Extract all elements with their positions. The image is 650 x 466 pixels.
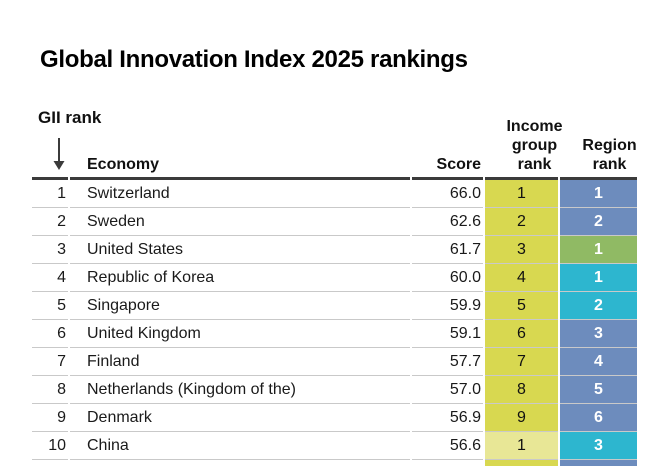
income-group-rank-cell: 1 xyxy=(485,432,558,460)
region-rank-cell: 1 xyxy=(560,264,637,292)
income-group-rank-cell: 3 xyxy=(485,236,558,264)
table-row: 6 United Kingdom 59.1 6 3 xyxy=(32,320,637,348)
region-rank-cell: 4 xyxy=(560,348,637,376)
income-group-rank-header: Income group rank xyxy=(506,118,563,173)
economy-header: Economy xyxy=(70,100,410,180)
region-rank-header: Region rank xyxy=(582,137,637,173)
gii-rank-cell: 9 xyxy=(32,404,68,432)
income-group-rank-header-cell: Income group rank xyxy=(485,100,563,180)
score-cell: 60.0 xyxy=(412,264,483,292)
economy-cell: Netherlands (Kingdom of the) xyxy=(70,376,410,404)
score-cell: 66.0 xyxy=(412,180,483,208)
region-rank-cell: 1 xyxy=(560,180,637,208)
score-cell: 56.9 xyxy=(412,404,483,432)
partial-region-cell xyxy=(560,460,637,466)
region-rank-cell: 5 xyxy=(560,376,637,404)
gii-rank-cell: 8 xyxy=(32,376,68,404)
income-group-rank-cell: 8 xyxy=(485,376,558,404)
rankings-table: GII rank Economy Score Income group rank… xyxy=(30,100,639,466)
income-group-rank-cell: 9 xyxy=(485,404,558,432)
economy-cell: China xyxy=(70,432,410,460)
score-cell: 59.1 xyxy=(412,320,483,348)
partial-rank-cell xyxy=(32,460,68,466)
score-cell: 57.7 xyxy=(412,348,483,376)
economy-cell: Republic of Korea xyxy=(70,264,410,292)
economy-cell: Singapore xyxy=(70,292,410,320)
header-row: GII rank Economy Score Income group rank… xyxy=(32,100,637,180)
table-row: 9 Denmark 56.9 9 6 xyxy=(32,404,637,432)
economy-cell: Sweden xyxy=(70,208,410,236)
income-group-rank-cell: 6 xyxy=(485,320,558,348)
region-rank-cell: 3 xyxy=(560,320,637,348)
table-row: 10 China 56.6 1 3 xyxy=(32,432,637,460)
table-row: 3 United States 61.7 3 1 xyxy=(32,236,637,264)
gii-rank-cell: 1 xyxy=(32,180,68,208)
region-rank-cell: 6 xyxy=(560,404,637,432)
gii-rank-cell: 4 xyxy=(32,264,68,292)
partial-next-row xyxy=(32,460,637,466)
income-group-rank-cell: 7 xyxy=(485,348,558,376)
table-row: 8 Netherlands (Kingdom of the) 57.0 8 5 xyxy=(32,376,637,404)
table-row: 4 Republic of Korea 60.0 4 1 xyxy=(32,264,637,292)
partial-income-group-cell xyxy=(485,460,558,466)
region-rank-cell: 2 xyxy=(560,208,637,236)
page-title: Global Innovation Index 2025 rankings xyxy=(40,46,468,73)
economy-cell: Finland xyxy=(70,348,410,376)
gii-rank-header: GII rank xyxy=(38,108,102,127)
score-cell: 62.6 xyxy=(412,208,483,236)
gii-rank-cell: 10 xyxy=(32,432,68,460)
table-row: 7 Finland 57.7 7 4 xyxy=(32,348,637,376)
score-cell: 61.7 xyxy=(412,236,483,264)
gii-rank-cell: 5 xyxy=(32,292,68,320)
income-group-rank-cell: 2 xyxy=(485,208,558,236)
score-header: Score xyxy=(412,100,483,180)
economy-cell: United States xyxy=(70,236,410,264)
income-group-rank-cell: 1 xyxy=(485,180,558,208)
region-rank-cell: 2 xyxy=(560,292,637,320)
economy-cell: United Kingdom xyxy=(70,320,410,348)
partial-economy-cell xyxy=(70,460,410,466)
gii-rank-cell: 7 xyxy=(32,348,68,376)
table-row: 1 Switzerland 66.0 1 1 xyxy=(32,180,637,208)
partial-score-cell xyxy=(412,460,483,466)
score-cell: 56.6 xyxy=(412,432,483,460)
score-cell: 57.0 xyxy=(412,376,483,404)
down-arrow-icon xyxy=(52,138,66,171)
income-group-rank-cell: 4 xyxy=(485,264,558,292)
gii-rank-cell: 2 xyxy=(32,208,68,236)
score-cell: 59.9 xyxy=(412,292,483,320)
gii-rank-cell: 6 xyxy=(32,320,68,348)
region-rank-header-cell: Region rank xyxy=(560,100,637,180)
gii-rank-header-cell: GII rank xyxy=(32,100,101,180)
income-group-rank-cell: 5 xyxy=(485,292,558,320)
economy-cell: Switzerland xyxy=(70,180,410,208)
economy-cell: Denmark xyxy=(70,404,410,432)
gii-rank-cell: 3 xyxy=(32,236,68,264)
table-row: 5 Singapore 59.9 5 2 xyxy=(32,292,637,320)
region-rank-cell: 1 xyxy=(560,236,637,264)
region-rank-cell: 3 xyxy=(560,432,637,460)
table-row: 2 Sweden 62.6 2 2 xyxy=(32,208,637,236)
